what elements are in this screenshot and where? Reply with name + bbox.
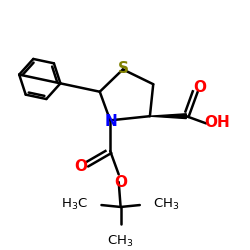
Text: N: N bbox=[105, 114, 118, 129]
Text: CH$_3$: CH$_3$ bbox=[153, 196, 180, 212]
Text: CH$_3$: CH$_3$ bbox=[108, 234, 134, 249]
Text: S: S bbox=[118, 61, 128, 76]
Text: O: O bbox=[114, 174, 127, 190]
Text: OH: OH bbox=[205, 115, 231, 130]
Text: O: O bbox=[193, 80, 206, 95]
Text: O: O bbox=[75, 159, 88, 174]
Polygon shape bbox=[150, 114, 186, 118]
Text: H$_3$C: H$_3$C bbox=[61, 196, 88, 212]
